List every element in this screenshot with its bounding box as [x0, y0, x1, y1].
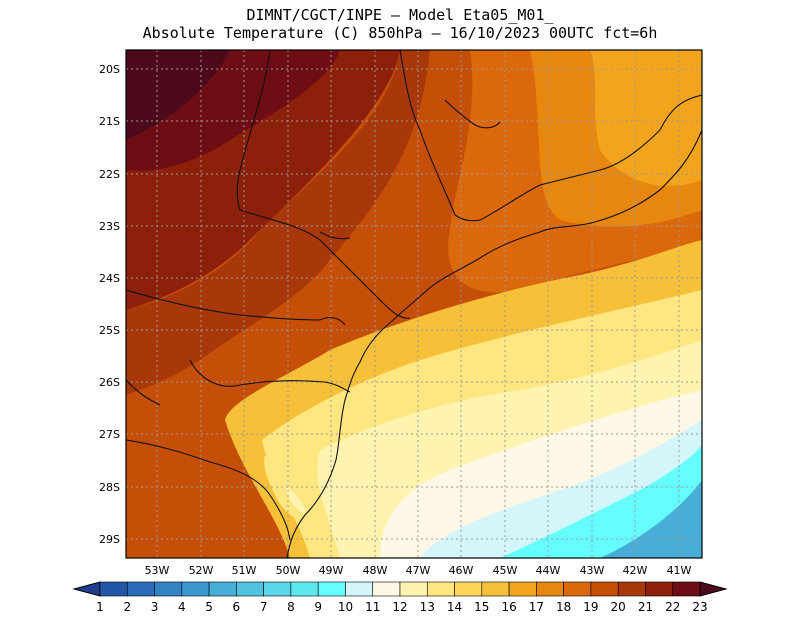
colorbar-tick-label: 22: [665, 600, 680, 614]
reservoir-furnas: [444, 99, 501, 129]
colorbar-box: [290, 581, 319, 597]
lon-label: 46W: [449, 564, 474, 577]
colorbar-tick-label: 10: [338, 600, 353, 614]
border-ms-sp: [236, 50, 271, 211]
colorbar-box: [126, 581, 155, 597]
field-cool-pocket-core: [285, 485, 306, 515]
field-band-23: [126, 50, 230, 140]
field-band-17: [590, 50, 702, 186]
coastline: [286, 129, 702, 558]
colorbar-box: [372, 581, 401, 597]
colorbar-tick-label: 16: [501, 600, 516, 614]
colorbar-box: [99, 581, 128, 597]
colorbar-box: [208, 581, 237, 597]
lon-label: 44W: [536, 564, 561, 577]
colorbar-tick-label: 13: [420, 600, 435, 614]
longitude-labels: 53W 52W 51W 50W 49W 48W 47W 46W 45W 44W …: [145, 564, 692, 577]
colorbar-tick-label: 17: [529, 600, 544, 614]
lat-label: 29S: [99, 533, 120, 546]
colorbar-box: [236, 581, 264, 597]
map-frame: [125, 49, 703, 559]
colorbar-tick-label: 20: [611, 600, 626, 614]
temperature-field: [126, 50, 702, 558]
lat-label: 22S: [99, 168, 120, 181]
colorbar-box: [672, 581, 701, 597]
colorbar-box: [345, 581, 374, 597]
lon-label: 49W: [319, 564, 344, 577]
colorbar-box: [481, 581, 510, 597]
lon-label: 41W: [667, 564, 692, 577]
coastline-and-borders: [126, 50, 702, 558]
border-sp-pr: [239, 209, 411, 319]
colorbar-tick-label: 23: [692, 600, 707, 614]
border-argentina: [126, 379, 161, 406]
lat-label: 21S: [99, 115, 120, 128]
colorbar-tick-label: 4: [178, 600, 186, 614]
latitude-labels: 20S 21S 22S 23S 24S 25S 26S 27S 28S 29S: [99, 63, 120, 546]
border-sc-rs: [126, 439, 291, 541]
chart-title-line2: Absolute Temperature (C) 850hPa – 16/10/…: [142, 24, 658, 42]
colorbar-box: [154, 581, 183, 597]
lat-label: 24S: [99, 272, 120, 285]
colorbar-tick-label: 7: [260, 600, 268, 614]
lat-label: 28S: [99, 481, 120, 494]
lon-label: 52W: [189, 564, 214, 577]
colorbar-box: [536, 581, 564, 597]
lon-label: 47W: [406, 564, 431, 577]
colorbar-tick-label: 11: [365, 600, 380, 614]
colorbar-box: [454, 581, 483, 597]
lon-label: 43W: [580, 564, 605, 577]
colorbar-box: [617, 581, 646, 597]
colorbar-tick-label: 8: [287, 600, 295, 614]
colorbar-box: [399, 581, 428, 597]
colorbar-over-triangle: [699, 581, 728, 597]
border-pr-sc: [189, 359, 351, 393]
border-mg-sp-rj: [399, 50, 702, 222]
colorbar-tick-label: 6: [233, 600, 241, 614]
lat-label: 26S: [99, 376, 120, 389]
colorbar-tick-label: 14: [447, 600, 462, 614]
colorbar-box: [645, 581, 674, 597]
colorbar-tick-label: 12: [392, 600, 407, 614]
colorbar-box: [590, 581, 619, 597]
lon-label: 42W: [623, 564, 648, 577]
colorbar-tick-label: 2: [123, 600, 131, 614]
colorbar-box: [508, 581, 537, 597]
colorbar-box: [563, 581, 592, 597]
colorbar: 1 2 3 4 5 6 7 8 9 10 11 12 13 14 15 16 17 18 19 20 21 22 23: [72, 581, 728, 614]
colorbar-tick-label: 1: [96, 600, 104, 614]
colorbar-box: [181, 581, 210, 597]
reservoir-parana: [319, 231, 351, 240]
colorbar-tick-label: 15: [474, 600, 489, 614]
lon-label: 51W: [232, 564, 257, 577]
colorbar-box: [426, 581, 455, 597]
lon-label: 50W: [276, 564, 301, 577]
lat-label: 27S: [99, 428, 120, 441]
lon-label: 48W: [363, 564, 388, 577]
colorbar-tick-label: 18: [556, 600, 571, 614]
lon-label: 53W: [145, 564, 170, 577]
chart-title-line1: DIMNT/CGCT/INPE – Model Eta05_M01_: [246, 6, 554, 24]
colorbar-tick-label: 3: [151, 600, 159, 614]
lat-label: 25S: [99, 324, 120, 337]
colorbar-tick-label: 21: [638, 600, 653, 614]
lat-label: 23S: [99, 220, 120, 233]
colorbar-box: [317, 581, 346, 597]
colorbar-tick-label: 19: [583, 600, 598, 614]
lon-label: 45W: [493, 564, 518, 577]
colorbar-tick-label: 5: [205, 600, 213, 614]
colorbar-tick-label: 9: [314, 600, 322, 614]
colorbar-box: [263, 581, 292, 597]
border-ms-pr: [126, 289, 346, 326]
lat-label: 20S: [99, 63, 120, 76]
graticule: [126, 50, 702, 558]
colorbar-under-triangle: [72, 581, 101, 597]
